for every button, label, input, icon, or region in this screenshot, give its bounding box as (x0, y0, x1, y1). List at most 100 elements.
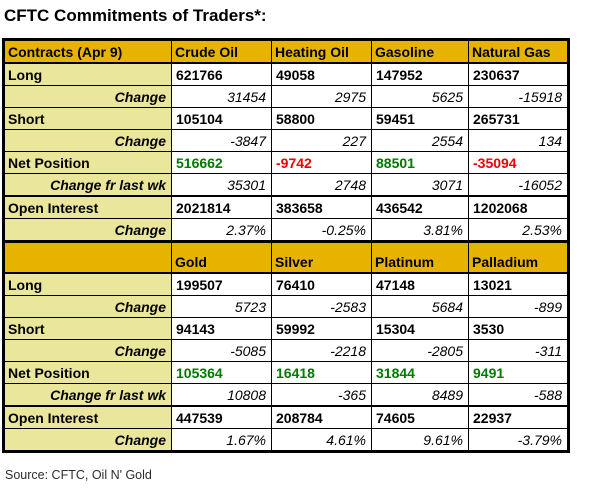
value-cell: -588 (468, 383, 569, 407)
row-label: Short (3, 107, 172, 130)
value-cell: 59451 (371, 107, 469, 130)
value-cell: 265731 (468, 107, 569, 130)
table-row: Net Position 105364 16418 31844 9491 (3, 361, 569, 384)
table-row: Change fr last wk 35301 2748 3071 -16052 (3, 173, 569, 197)
row-label: Change (3, 339, 172, 362)
table-row: Open Interest 2021814 383658 436542 1202068 (3, 195, 569, 219)
value-cell: 5723 (171, 295, 272, 318)
value-cell: 15304 (371, 317, 469, 340)
value-cell: 2021814 (171, 195, 272, 219)
table-row: Open Interest 447539 208784 74605 22937 (3, 405, 569, 429)
value-cell: 16418 (271, 361, 372, 384)
row-label: Open Interest (3, 195, 172, 219)
value-cell: 31454 (171, 85, 272, 108)
column-header: Gold (171, 240, 272, 274)
value-cell: 59992 (271, 317, 372, 340)
value-cell: 76410 (271, 272, 372, 296)
row-label: Change (3, 295, 172, 318)
column-header: Heating Oil (271, 38, 372, 64)
value-cell: 5684 (371, 295, 469, 318)
contracts-header-cell: Contracts (Apr 9) (3, 38, 172, 64)
value-cell: -35094 (468, 151, 569, 174)
value-cell: -5085 (171, 339, 272, 362)
value-cell: 35301 (171, 173, 272, 197)
value-cell: 2.37% (171, 218, 272, 242)
column-header: Silver (271, 240, 372, 274)
table-row: Net Position 516662 -9742 88501 -35094 (3, 151, 569, 174)
value-cell: 105364 (171, 361, 272, 384)
row-label: Net Position (3, 151, 172, 174)
value-cell: 2554 (371, 129, 469, 152)
value-cell: 516662 (171, 151, 272, 174)
value-cell: -899 (468, 295, 569, 318)
value-cell: 9.61% (371, 428, 469, 452)
row-label: Change fr last wk (3, 383, 172, 407)
table-row: Long 199507 76410 47148 13021 (3, 272, 569, 296)
value-cell: -16052 (468, 173, 569, 197)
value-cell: 436542 (371, 195, 469, 219)
value-cell: 2.53% (468, 218, 569, 242)
table-row: Change -5085 -2218 -2805 -311 (3, 339, 569, 362)
source-note: Source: CFTC, Oil N' Gold (5, 468, 152, 482)
value-cell: 105104 (171, 107, 272, 130)
column-header: Palladium (468, 240, 569, 274)
column-header: Platinum (371, 240, 469, 274)
value-cell: 3530 (468, 317, 569, 340)
value-cell: -2583 (271, 295, 372, 318)
row-label: Change (3, 218, 172, 242)
value-cell: 58800 (271, 107, 372, 130)
row-label: Short (3, 317, 172, 340)
value-cell: -365 (271, 383, 372, 407)
value-cell: 2975 (271, 85, 372, 108)
row-label: Net Position (3, 361, 172, 384)
row-label: Long (3, 272, 172, 296)
value-cell: 31844 (371, 361, 469, 384)
value-cell: -15918 (468, 85, 569, 108)
page-title: CFTC Commitments of Traders*: (4, 6, 267, 25)
table-row: Change fr last wk 10808 -365 8489 -588 (3, 383, 569, 407)
value-cell: 227 (271, 129, 372, 152)
value-cell: -0.25% (271, 218, 372, 242)
value-cell: 9491 (468, 361, 569, 384)
value-cell: 4.61% (271, 428, 372, 452)
value-cell: 74605 (371, 405, 469, 429)
value-cell: 230637 (468, 62, 569, 86)
value-cell: 10808 (171, 383, 272, 407)
value-cell: 94143 (171, 317, 272, 340)
row-label: Change (3, 428, 172, 452)
value-cell: 8489 (371, 383, 469, 407)
row-label: Change (3, 129, 172, 152)
value-cell: 383658 (271, 195, 372, 219)
table-row: Short 105104 58800 59451 265731 (3, 107, 569, 130)
table-row: Change 31454 2975 5625 -15918 (3, 85, 569, 108)
value-cell: 621766 (171, 62, 272, 86)
value-cell: 2748 (271, 173, 372, 197)
value-cell: -311 (468, 339, 569, 362)
row-label: Open Interest (3, 405, 172, 429)
value-cell: 13021 (468, 272, 569, 296)
row-label: Change fr last wk (3, 173, 172, 197)
cot-table-body: Contracts (Apr 9) Crude Oil Heating Oil Gas… (3, 38, 569, 452)
value-cell: -3.79% (468, 428, 569, 452)
table-row: Short 94143 59992 15304 3530 (3, 317, 569, 340)
value-cell: 208784 (271, 405, 372, 429)
value-cell: -2805 (371, 339, 469, 362)
value-cell: 199507 (171, 272, 272, 296)
value-cell: 3071 (371, 173, 469, 197)
row-label: Long (3, 62, 172, 86)
table-row: Long 621766 49058 147952 230637 (3, 62, 569, 86)
value-cell: 134 (468, 129, 569, 152)
column-header: Crude Oil (171, 38, 272, 64)
value-cell: 88501 (371, 151, 469, 174)
table-row: Change -3847 227 2554 134 (3, 129, 569, 152)
section-header-row: Gold Silver Platinum Palladium (3, 240, 569, 274)
value-cell: 22937 (468, 405, 569, 429)
value-cell: -2218 (271, 339, 372, 362)
value-cell: 147952 (371, 62, 469, 86)
table-row: Change 1.67% 4.61% 9.61% -3.79% (3, 428, 569, 452)
value-cell: 49058 (271, 62, 372, 86)
value-cell: 1.67% (171, 428, 272, 452)
table-row: Change 5723 -2583 5684 -899 (3, 295, 569, 318)
value-cell: 1202068 (468, 195, 569, 219)
column-header: Natural Gas (468, 38, 569, 64)
